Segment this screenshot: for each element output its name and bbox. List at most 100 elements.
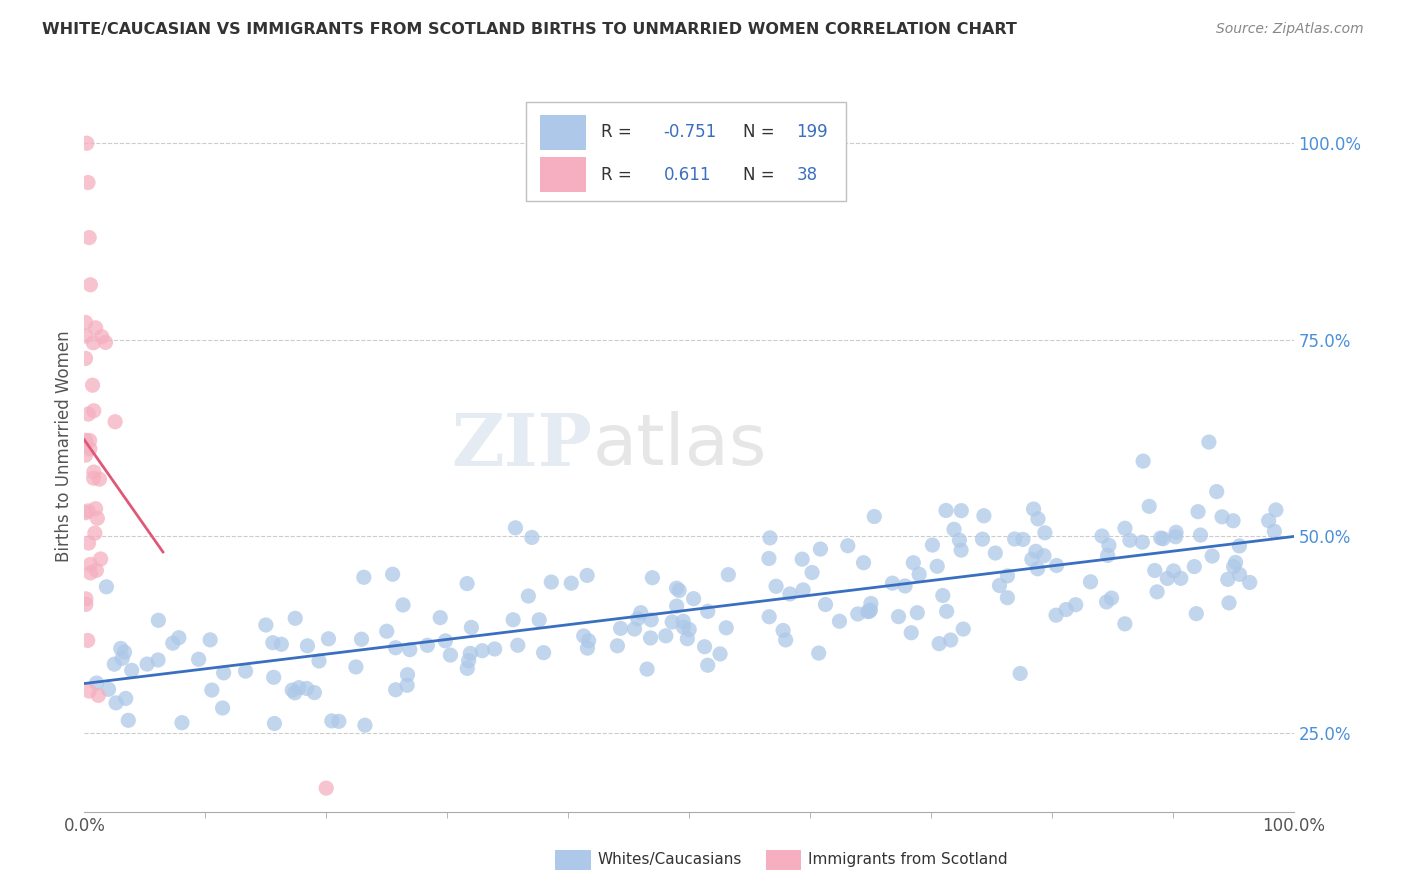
- Point: [676, 632, 699, 646]
- Point: [235, 664, 257, 678]
- Point: [952, 622, 974, 636]
- Point: [696, 604, 718, 618]
- Text: R =: R =: [600, 123, 631, 141]
- Point: [284, 686, 307, 700]
- Point: [668, 583, 690, 598]
- FancyBboxPatch shape: [540, 115, 586, 150]
- Point: [505, 521, 527, 535]
- Point: [148, 613, 170, 627]
- Point: [1182, 559, 1205, 574]
- Point: [1222, 514, 1244, 528]
- Point: [354, 718, 377, 732]
- Point: [1164, 530, 1187, 544]
- Point: [502, 613, 524, 627]
- Point: [1010, 666, 1032, 681]
- Point: [328, 714, 350, 729]
- Point: [384, 682, 406, 697]
- Point: [86, 676, 108, 690]
- Point: [121, 663, 143, 677]
- Point: [84, 501, 107, 516]
- Point: [1137, 500, 1160, 514]
- Point: [375, 624, 398, 639]
- Point: [1012, 533, 1035, 547]
- Point: [381, 567, 404, 582]
- Point: [1026, 512, 1049, 526]
- Point: [1170, 571, 1192, 585]
- Point: [110, 641, 132, 656]
- Point: [77, 504, 100, 518]
- Point: [540, 575, 562, 590]
- Point: [263, 716, 285, 731]
- Text: N =: N =: [744, 166, 775, 184]
- Point: [90, 552, 112, 566]
- Point: [630, 606, 652, 620]
- Point: [1239, 575, 1261, 590]
- Point: [696, 658, 718, 673]
- Text: ZIP: ZIP: [451, 410, 592, 482]
- Point: [167, 631, 190, 645]
- Point: [859, 597, 882, 611]
- Point: [162, 636, 184, 650]
- Point: [77, 176, 100, 190]
- Point: [900, 625, 922, 640]
- Point: [950, 503, 973, 517]
- Point: [1257, 514, 1279, 528]
- Point: [96, 580, 118, 594]
- Point: [439, 648, 461, 662]
- Point: [672, 620, 695, 634]
- Point: [350, 632, 373, 647]
- Point: [1263, 524, 1285, 539]
- Point: [1150, 531, 1173, 545]
- Point: [527, 613, 550, 627]
- Point: [353, 570, 375, 584]
- Point: [627, 612, 650, 626]
- Text: WHITE/CAUCASIAN VS IMMIGRANTS FROM SCOTLAND BIRTHS TO UNMARRIED WOMEN CORRELATIO: WHITE/CAUCASIAN VS IMMIGRANTS FROM SCOTL…: [42, 22, 1017, 37]
- Point: [935, 503, 957, 517]
- Point: [894, 579, 917, 593]
- Point: [416, 638, 439, 652]
- Point: [97, 682, 120, 697]
- Point: [792, 582, 814, 597]
- Point: [1021, 552, 1043, 566]
- Point: [457, 654, 479, 668]
- Point: [935, 604, 957, 618]
- Point: [1198, 435, 1220, 450]
- Point: [262, 636, 284, 650]
- Text: 38: 38: [797, 166, 818, 184]
- Point: [1185, 607, 1208, 621]
- Point: [86, 563, 108, 577]
- Point: [1045, 558, 1067, 573]
- Point: [1091, 529, 1114, 543]
- Point: [198, 632, 221, 647]
- Point: [83, 471, 105, 485]
- Point: [533, 646, 555, 660]
- Text: atlas: atlas: [592, 411, 766, 481]
- Point: [321, 714, 343, 728]
- Point: [1101, 591, 1123, 605]
- Point: [484, 642, 506, 657]
- Point: [606, 639, 628, 653]
- Point: [281, 683, 304, 698]
- Point: [576, 641, 599, 656]
- Point: [693, 640, 716, 654]
- Point: [187, 652, 209, 666]
- Point: [114, 691, 136, 706]
- Point: [75, 506, 97, 520]
- Point: [779, 587, 801, 601]
- Point: [79, 558, 101, 572]
- Point: [75, 315, 97, 329]
- Point: [318, 632, 340, 646]
- Point: [83, 403, 105, 417]
- Point: [672, 614, 695, 628]
- Point: [1095, 595, 1118, 609]
- Point: [315, 781, 337, 796]
- Point: [636, 662, 658, 676]
- Point: [814, 598, 837, 612]
- Point: [384, 640, 406, 655]
- Text: Source: ZipAtlas.com: Source: ZipAtlas.com: [1216, 22, 1364, 37]
- Point: [434, 634, 457, 648]
- Point: [759, 531, 782, 545]
- Point: [295, 681, 318, 696]
- Point: [1143, 564, 1166, 578]
- Point: [921, 538, 943, 552]
